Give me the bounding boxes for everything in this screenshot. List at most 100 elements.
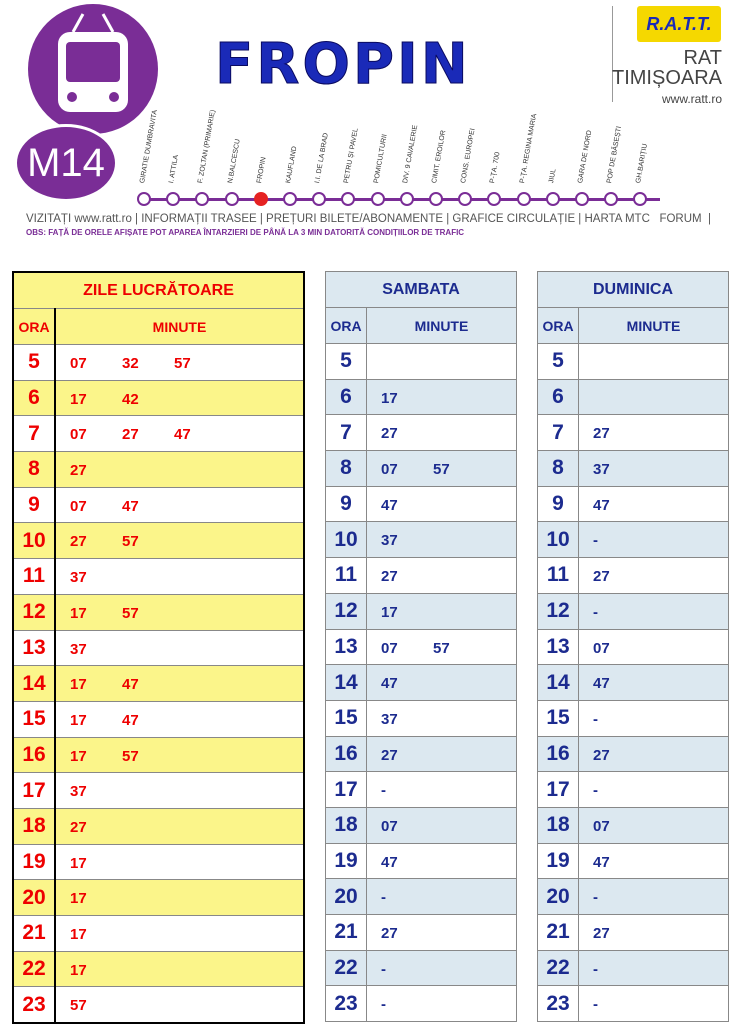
minute-value: 27 <box>381 925 398 942</box>
minute-value: 27 <box>70 533 87 551</box>
minute-value: - <box>593 603 598 621</box>
minute-value: 57 <box>433 461 450 479</box>
minutes-cell: 17 42 <box>54 379 305 417</box>
hour-cell: 7 <box>325 414 367 452</box>
minutes-cell: 27 <box>54 807 305 845</box>
table-row: 12 17 57 <box>12 593 305 631</box>
table-row: 16 27 <box>537 735 729 773</box>
minute-value: 17 <box>381 389 398 407</box>
hour-cell: 11 <box>537 557 579 594</box>
minute-value: 07 <box>381 461 398 479</box>
org-name-2: TIMIȘOARA <box>611 67 722 89</box>
hour-cell: 17 <box>537 771 579 808</box>
minutes-cell <box>578 343 729 380</box>
table-title: ZILE LUCRĂTOARE <box>12 271 305 309</box>
stop-label: CONS. EUROPEI <box>460 127 477 184</box>
stop-label: I.I. DE LA BRAD <box>314 132 331 184</box>
minutes-cell: 47 <box>578 842 729 880</box>
minute-value: 47 <box>122 676 139 694</box>
hour-cell: 5 <box>325 343 367 380</box>
table-title: SAMBATA <box>325 271 517 308</box>
table-row: 5 07 32 57 <box>12 344 305 381</box>
minute-value: 37 <box>70 783 87 801</box>
hour-cell: 21 <box>12 915 56 952</box>
hour-cell: 16 <box>537 735 579 773</box>
stop-marker <box>312 192 327 206</box>
minute-value: 47 <box>381 675 398 693</box>
minute-value: 17 <box>381 603 398 621</box>
minute-value: 57 <box>174 355 191 372</box>
stop-label: I. ATTILA <box>168 154 181 184</box>
minutes-cell: 07 57 <box>366 450 517 487</box>
minute-value: 27 <box>593 746 610 764</box>
hour-cell: 19 <box>12 843 56 881</box>
table-row: 14 47 <box>325 664 517 701</box>
table-row: 9 07 47 <box>12 486 305 524</box>
minutes-cell: 07 32 57 <box>54 344 305 381</box>
stop-label: FROPIN <box>255 156 268 184</box>
table-row: 21 17 <box>12 915 305 952</box>
table-row: 21 27 <box>537 914 729 951</box>
minutes-cell: 27 <box>54 451 305 488</box>
table-row: 6 17 <box>325 378 517 416</box>
table-saturday: SAMBATA ORA MINUTE 5 6 17 7 27 8 07 57 9 47 10 37 11 27 1… <box>325 271 517 1023</box>
stop-marker <box>166 192 181 206</box>
minute-value: 57 <box>433 639 450 657</box>
minute-value: 57 <box>122 604 139 622</box>
minutes-cell: 07 <box>578 628 729 666</box>
minutes-cell: 17 47 <box>54 665 305 702</box>
table-row: 15 37 <box>325 699 517 737</box>
hour-cell: 21 <box>325 914 367 951</box>
hour-cell: 14 <box>537 664 579 701</box>
minute-value: - <box>593 782 598 800</box>
table-row: 19 47 <box>325 842 517 880</box>
hour-cell: 9 <box>537 485 579 523</box>
table-row: 20- <box>537 878 729 915</box>
table-row: 22- <box>537 949 729 987</box>
hour-cell: 22 <box>12 950 56 988</box>
hour-cell: 23 <box>12 986 56 1024</box>
website[interactable]: www.ratt.ro <box>661 92 722 106</box>
minutes-cell: 17 47 <box>54 700 305 738</box>
table-row: 15 17 47 <box>12 700 305 738</box>
table-row: 6 17 42 <box>12 379 305 417</box>
stop-label: GARA DE NORD <box>577 129 594 184</box>
table-row: 22- <box>325 949 517 987</box>
table-row: 23- <box>325 985 517 1023</box>
minute-value: - <box>593 710 598 728</box>
minute-value: 47 <box>122 497 139 515</box>
minute-value: 42 <box>122 390 139 408</box>
hour-cell: 15 <box>12 700 56 738</box>
hour-cell: 18 <box>12 807 56 845</box>
table-row: 14 47 <box>537 664 729 701</box>
table-sunday: DUMINICA ORA MINUTE 5 6 7 27 8 37 9 47 10-11 27 12-13… <box>537 271 729 1023</box>
minute-value: 37 <box>381 710 398 728</box>
minute-value: 47 <box>122 711 139 729</box>
links-bar[interactable]: VIZITAȚI www.ratt.ro | INFORMAȚII TRASEE… <box>26 213 711 225</box>
org-name-1: RAT <box>683 47 722 69</box>
minute-value: 37 <box>70 640 87 658</box>
minute-header: MINUTE <box>54 308 305 345</box>
hour-cell: 17 <box>325 771 367 808</box>
minute-value: 37 <box>381 532 398 550</box>
minutes-cell <box>578 378 729 416</box>
page-title: FROPIN <box>215 32 471 98</box>
minutes-cell: 37 <box>366 521 517 559</box>
table-row: 17- <box>537 771 729 808</box>
table-row: 19 47 <box>537 842 729 880</box>
minute-value: 17 <box>70 961 87 979</box>
minutes-cell: - <box>366 771 517 808</box>
table-row: 23- <box>537 985 729 1023</box>
minute-value: 07 <box>70 426 87 444</box>
divider <box>612 6 613 102</box>
ora-header: ORA <box>325 307 367 344</box>
stop-marker <box>370 192 385 206</box>
minutes-cell: 07 27 47 <box>54 415 305 453</box>
table-row: 7 07 27 47 <box>12 415 305 453</box>
minutes-cell: 27 <box>366 735 517 773</box>
hour-cell: 12 <box>537 592 579 630</box>
table-row: 10 27 57 <box>12 522 305 560</box>
table-row: 9 47 <box>537 485 729 523</box>
stop-label: P-ȚA. REGINA MARIA <box>518 113 538 184</box>
minute-value: 27 <box>381 568 398 586</box>
